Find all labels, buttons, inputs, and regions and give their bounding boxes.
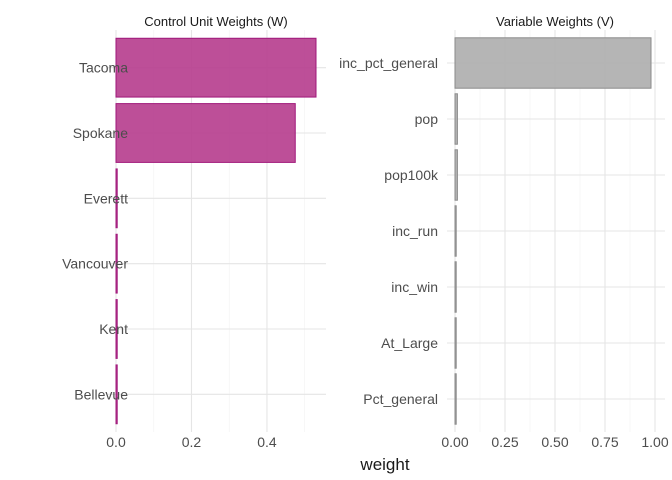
bar-bellevue bbox=[115, 364, 118, 425]
category-label-inc-win: inc_win bbox=[391, 279, 438, 295]
x-tick-label: 0.0 bbox=[106, 434, 126, 450]
bar-kent bbox=[115, 299, 118, 359]
category-label-vancouver: Vancouver bbox=[62, 256, 128, 272]
bar-everett bbox=[115, 168, 118, 229]
category-label-inc-pct-general: inc_pct_general bbox=[339, 55, 438, 71]
x-tick-label: 0.75 bbox=[591, 434, 618, 450]
category-label-at-large: At_Large bbox=[381, 335, 438, 351]
x-tick-label: 0.00 bbox=[441, 434, 468, 450]
bar-vancouver bbox=[115, 233, 118, 294]
x-tick-label: 1.00 bbox=[641, 434, 668, 450]
bar-spokane bbox=[115, 103, 296, 163]
panel-title: Control Unit Weights (W) bbox=[144, 14, 288, 29]
category-label-bellevue: Bellevue bbox=[74, 386, 128, 402]
bar-inc-run bbox=[454, 205, 457, 257]
category-label-everett: Everett bbox=[84, 190, 128, 206]
bar-tacoma bbox=[115, 37, 317, 98]
category-label-kent: Kent bbox=[99, 321, 128, 337]
x-tick-label: 0.4 bbox=[257, 434, 277, 450]
x-tick-label: 0.25 bbox=[491, 434, 518, 450]
bar-pop100k bbox=[454, 149, 458, 201]
bar-pop bbox=[454, 93, 458, 145]
x-axis-label: weight bbox=[359, 455, 409, 474]
x-tick-label: 0.50 bbox=[541, 434, 568, 450]
bar-pct-general bbox=[454, 373, 457, 425]
category-label-pct-general: Pct_general bbox=[363, 391, 438, 407]
panel-control-unit-weights: Control Unit Weights (W) Tacoma Spokane Eve… bbox=[62, 14, 326, 450]
category-label-spokane: Spokane bbox=[73, 125, 128, 141]
category-label-inc-run: inc_run bbox=[392, 223, 438, 239]
category-label-pop100k: pop100k bbox=[384, 167, 439, 183]
bar-inc-pct-general bbox=[454, 37, 652, 89]
x-tick-label: 0.2 bbox=[182, 434, 202, 450]
category-label-pop: pop bbox=[415, 111, 439, 127]
panel-title: Variable Weights (V) bbox=[496, 14, 614, 29]
bar-inc-win bbox=[454, 261, 457, 313]
bar-at-large bbox=[454, 317, 457, 369]
category-label-tacoma: Tacoma bbox=[79, 60, 128, 76]
